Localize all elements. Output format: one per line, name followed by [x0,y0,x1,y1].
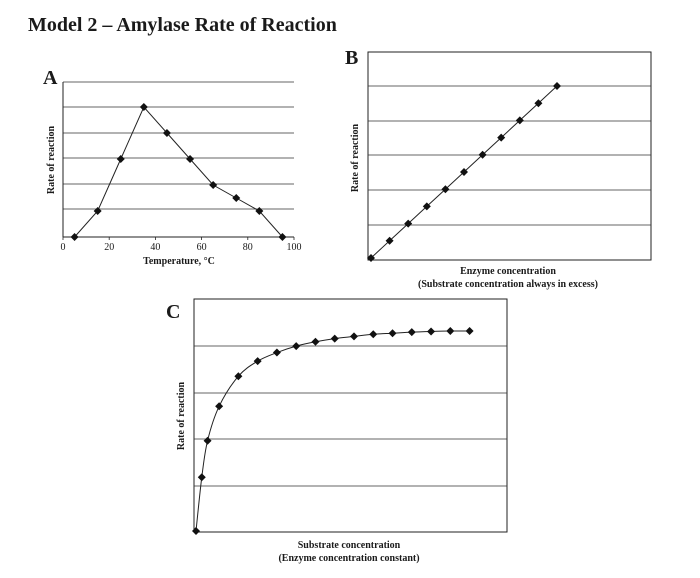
chart-a-point [278,233,287,241]
chart-c-point [465,327,474,336]
chart-a-series-line [74,106,283,238]
chart-c-point [388,329,397,338]
chart-a-point [93,207,102,215]
chart-a-point [232,194,241,202]
chart-a-tick-label: 40 [150,242,160,253]
chart-c-y-label: Rate of reaction [176,381,187,450]
chart-b-point [515,116,524,125]
chart-c: C Substrate concentration (Enzyme concen… [166,298,508,564]
chart-c-point [369,330,378,339]
panel-letter-c: C [166,301,180,323]
chart-b-point [497,133,506,142]
chart-b-x-sublabel: (Substrate concentration always in exces… [418,279,598,290]
chart-a-tick-label: 80 [243,242,253,253]
chart-a-point [162,129,171,137]
chart-c-frame [193,298,508,533]
chart-c-point [253,357,262,366]
chart-b-point [404,219,413,228]
chart-c-point [203,436,212,445]
chart-a-point [186,155,195,163]
chart-c-point [311,337,320,346]
chart-b-markers [367,82,561,262]
chart-b: B Enzyme concentration (Substrate concen… [345,47,652,290]
chart-a-point [70,233,79,241]
chart-a-y-label: Rate of reaction [46,125,57,194]
chart-c-point [292,342,301,351]
chart-c-point [407,328,416,337]
chart-a-grid [63,81,294,210]
chart-a-tick-label: 60 [197,242,207,253]
chart-a-tick-label: 100 [287,242,302,253]
chart-c-point [427,327,436,336]
panel-letter-b: B [345,47,358,69]
chart-a-tick-label: 20 [104,242,114,253]
chart-a-tick-label: 0 [61,242,66,253]
chart-c-point [215,402,224,411]
chart-a-x-label: Temperature, °C [143,256,215,267]
chart-b-grid [368,85,651,226]
panel-letter-a: A [43,67,58,89]
chart-a-x-ticks: 0 20 40 60 80 100 [61,237,302,253]
chart-a: A 0 20 40 60 80 100 Temperature, °C Rate of r… [43,67,302,267]
chart-b-y-label: Rate of reaction [350,123,361,192]
chart-b-point [422,202,431,211]
chart-c-markers [192,327,474,535]
chart-c-grid [194,345,507,487]
chart-c-point [234,372,243,381]
chart-c-x-sublabel: (Enzyme concentration constant) [278,553,419,564]
chart-c-series-line [195,330,470,532]
chart-a-point [255,207,264,215]
chart-c-point [192,527,200,535]
chart-c-point [272,348,281,357]
chart-c-point [330,334,339,343]
chart-a-point [116,155,125,163]
chart-a-point [139,103,148,111]
page-title: Model 2 – Amylase Rate of Reaction [28,14,337,36]
chart-c-point [446,327,455,336]
chart-b-point [385,236,394,245]
chart-b-frame [367,51,652,261]
chart-b-point [460,168,468,176]
chart-b-x-label: Enzyme concentration [460,266,556,277]
chart-b-point [534,99,543,108]
chart-b-point [478,150,487,159]
chart-c-x-label: Substrate concentration [298,540,401,551]
chart-a-markers [70,103,287,241]
chart-b-point [441,185,450,194]
chart-b-point [553,82,561,90]
chart-b-point [367,254,375,262]
chart-c-point [349,332,358,341]
chart-a-point [209,181,218,189]
chart-c-point [197,473,206,482]
